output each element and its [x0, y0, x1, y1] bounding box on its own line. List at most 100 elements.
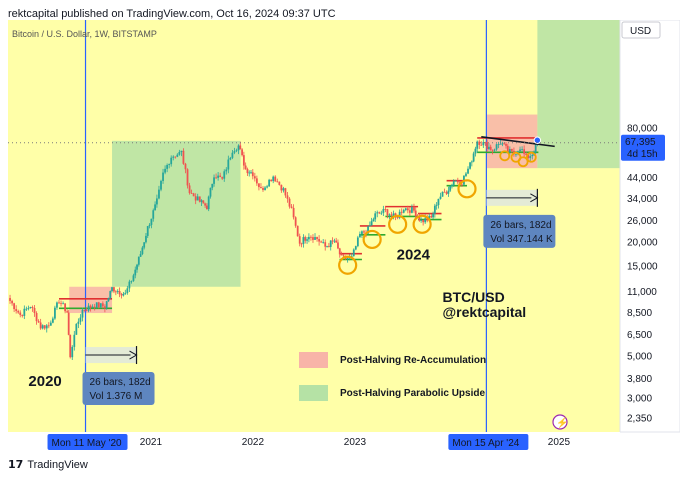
candle-body	[354, 246, 357, 250]
candle-body	[443, 191, 446, 193]
candle-body	[253, 176, 256, 179]
candle-body	[529, 156, 532, 159]
candle-body	[130, 280, 133, 282]
candle-body	[146, 226, 149, 236]
parabolic-zone-3	[537, 20, 620, 169]
candle-body	[430, 215, 433, 218]
range-volume-label: Vol 347.144 K	[490, 234, 553, 245]
candle-body	[97, 302, 100, 308]
highlight-circle-5	[499, 150, 511, 162]
candle-body	[206, 205, 208, 210]
candle-body	[164, 168, 166, 173]
range-volume-label: Vol 1.376 M	[90, 391, 143, 402]
candle-body	[491, 149, 494, 151]
candle-body	[227, 159, 230, 170]
candle-body	[81, 309, 84, 318]
candle-body	[408, 210, 411, 213]
candle-body	[235, 150, 238, 152]
candle-body	[523, 149, 526, 154]
candle-body	[276, 181, 279, 183]
range-info-box-1[interactable]	[483, 214, 556, 248]
candle-body	[382, 209, 385, 213]
candle-body	[124, 292, 127, 294]
y-tick-label: 15,000	[627, 261, 658, 272]
currency-box[interactable]	[621, 21, 661, 39]
legend-swatch-accumulation	[299, 352, 328, 368]
range-tools[interactable]: 26 bars, 182d Vol 1.376 M 26 bars, 182d Vol…	[82, 188, 556, 406]
y-tick-label: 80,000	[627, 124, 658, 135]
candle-body	[64, 303, 67, 312]
x-axis[interactable]: 2021 2022 2023 2025 Mon 11 May '20 Mon 15 Apr…	[8, 432, 620, 452]
candle-body	[45, 325, 48, 329]
candle-body	[314, 237, 316, 240]
candle-body	[304, 237, 307, 241]
candle-body	[58, 302, 60, 304]
candle-body	[503, 143, 506, 145]
candle-body	[231, 152, 234, 158]
candle-body	[13, 303, 16, 310]
candle-body	[172, 156, 175, 158]
halving-date-box-1[interactable]	[448, 434, 529, 450]
candle-body	[174, 156, 177, 158]
candle-body	[400, 211, 403, 213]
candle-body	[372, 219, 375, 222]
candle-body	[41, 325, 44, 329]
candle-body	[176, 154, 179, 157]
candle-body	[23, 308, 26, 316]
candle-body	[221, 177, 224, 179]
candle-body	[250, 172, 252, 174]
candle-body	[158, 189, 160, 199]
candle-body	[367, 226, 369, 234]
candle-body	[39, 322, 42, 329]
y-tick-label: 2,350	[627, 414, 652, 425]
candle-body	[35, 313, 38, 322]
candle-body	[156, 198, 158, 205]
halving-date-box-0[interactable]	[47, 434, 128, 450]
chart-area[interactable]: 26 bars, 182d Vol 1.376 M 26 bars, 182d Vol…	[0, 20, 680, 452]
candle-body	[378, 212, 381, 214]
last-price-box[interactable]	[621, 134, 665, 161]
candle-body	[67, 312, 70, 335]
candle-body	[262, 188, 264, 191]
candle-body	[326, 246, 328, 247]
y-axis[interactable]: 80,000 44,000 34,000 26,000 20,000 15,000 11,0…	[619, 20, 680, 433]
candle-body	[89, 305, 92, 308]
bolt-icon[interactable]	[552, 414, 568, 430]
candle-body	[370, 221, 373, 226]
annotation-text: 2020	[28, 373, 61, 390]
symbol-label: Bitcoin / U.S. Dollar, 1W, BITSTAMP	[12, 29, 157, 39]
candle-body	[109, 291, 112, 298]
candle-body	[435, 205, 438, 206]
range-info-box-0[interactable]	[82, 372, 155, 406]
candle-body	[426, 218, 429, 221]
candle-body	[152, 210, 155, 219]
y-tick-label: 44,000	[627, 173, 658, 184]
highlight-circle-3	[412, 214, 432, 234]
candle-body	[137, 256, 140, 265]
legend: Post-Halving Re-Accumulation Post-Halving…	[299, 352, 486, 401]
downtrend-line	[481, 135, 555, 148]
candle-body	[219, 175, 222, 178]
candle-body	[126, 288, 129, 293]
legend-swatch-parabolic	[299, 385, 328, 401]
candle-body	[331, 240, 334, 242]
candle-body	[215, 177, 217, 179]
candle-body	[497, 143, 500, 145]
candle-body	[312, 237, 314, 240]
btc-weekly-chart[interactable]: 26 bars, 182d Vol 1.376 M 26 bars, 182d Vol…	[0, 20, 680, 452]
candle-body	[482, 142, 485, 146]
candle-body	[9, 298, 11, 301]
range-bars-label: 26 bars, 182d	[90, 377, 151, 388]
candle-body	[342, 255, 345, 257]
x-tick-label: 2022	[242, 437, 265, 448]
candle-body	[519, 149, 521, 152]
tradingview-footer[interactable]: 17 TradingView	[8, 458, 88, 471]
y-axis-panel[interactable]	[619, 20, 680, 433]
candle-body	[192, 193, 195, 197]
candle-body	[180, 150, 183, 152]
candle-body	[104, 306, 106, 309]
candle-body	[478, 141, 481, 145]
candle-body	[31, 307, 34, 309]
candle-body	[406, 208, 409, 211]
candle-body	[244, 165, 247, 170]
